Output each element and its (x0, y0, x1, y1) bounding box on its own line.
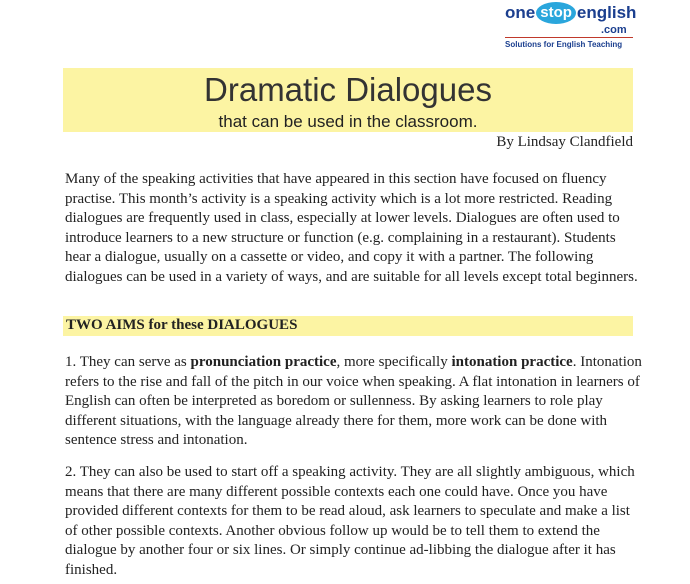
aim-one-connector: , more specifically (336, 354, 452, 370)
aim-one-emphasis-pronunciation: pronunciation practice (190, 354, 337, 370)
page-title: Dramatic Dialogues (204, 71, 492, 108)
logo-wordmark: one stop english (505, 2, 685, 24)
section-banner: TWO AIMS for these DIALOGUES (63, 316, 633, 336)
logo-divider (505, 37, 633, 38)
title-banner: Dramatic Dialogues that can be used in t… (63, 68, 633, 132)
logo-tagline: Solutions for English Teaching (505, 40, 623, 49)
aim-one-lead: 1. They can serve as (65, 354, 191, 370)
logo-english: english (576, 3, 637, 22)
aim-two-paragraph: 2. They can also be used to start off a … (65, 464, 635, 578)
page-subtitle: that can be used in the classroom. (218, 112, 478, 131)
logo-stop-badge: stop (536, 2, 576, 24)
site-logo[interactable]: one stop english .com Solutions for Engl… (505, 2, 685, 52)
author-byline: By Lindsay Clandfield (496, 134, 633, 150)
aim-one-emphasis-intonation: intonation practice (451, 354, 573, 370)
aim-one-paragraph: 1. They can serve as pronunciation pract… (65, 353, 645, 451)
aim-one-body: . Intonation refers to the rise and fall… (65, 354, 642, 448)
intro-paragraph: Many of the speaking activities that hav… (65, 171, 638, 285)
section-heading: TWO AIMS for these DIALOGUES (66, 317, 298, 333)
logo-domain: .com (601, 24, 627, 36)
logo-one: one (505, 3, 536, 22)
